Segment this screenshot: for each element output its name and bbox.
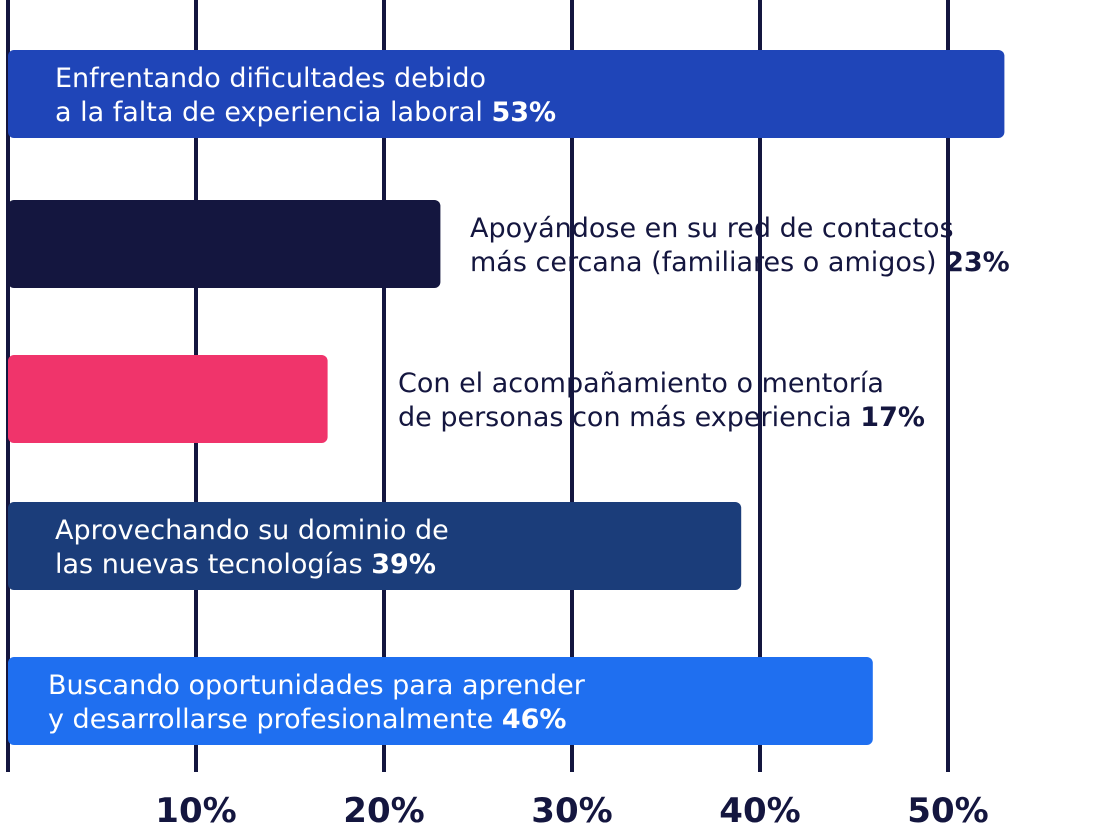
bar <box>8 657 873 745</box>
bar-label-line1: Con el acompañamiento o mentoría <box>398 368 884 399</box>
x-axis-ticks: 10% 20% 30% 40% 50% <box>155 791 988 831</box>
bar-label-line2-text: de personas con más experiencia <box>398 402 860 433</box>
bar-label-line2: más cercana (familiares o amigos) 23% <box>470 247 1010 278</box>
x-tick-label: 40% <box>719 791 800 831</box>
x-tick-label: 50% <box>907 791 988 831</box>
bar-label-line2-text: a la falta de experiencia laboral <box>55 97 491 128</box>
bar <box>8 355 328 443</box>
bar-label-line1: Buscando oportunidades para aprender <box>48 670 586 701</box>
bar-value-label: 39% <box>371 549 436 580</box>
bar <box>8 200 441 288</box>
bar-label-line1: Enfrentando dificultades debido <box>55 63 486 94</box>
bar-value-label: 17% <box>860 402 925 433</box>
bar <box>8 50 1005 138</box>
bar-label-line1: Apoyándose en su red de contactos <box>470 213 954 244</box>
bar <box>8 502 742 590</box>
bar-value-label: 53% <box>491 97 556 128</box>
bar-label-line2: a la falta de experiencia laboral 53% <box>55 97 556 128</box>
bar-value-label: 46% <box>502 704 567 735</box>
bar-label-line2: y desarrollarse profesionalmente 46% <box>48 704 566 735</box>
x-tick-label: 20% <box>343 791 424 831</box>
bar-label-line2-text: más cercana (familiares o amigos) <box>470 247 945 278</box>
bar-value-label: 23% <box>945 247 1010 278</box>
bar-label-line2-text: y desarrollarse profesionalmente <box>48 704 502 735</box>
x-tick-label: 10% <box>155 791 236 831</box>
bar-label-line1: Aprovechando su dominio de <box>55 515 449 546</box>
bar-label-line2-text: las nuevas tecnologías <box>55 549 371 580</box>
bar-label-line2: de personas con más experiencia 17% <box>398 402 925 433</box>
bar-label-line2: las nuevas tecnologías 39% <box>55 549 436 580</box>
x-tick-label: 30% <box>531 791 612 831</box>
